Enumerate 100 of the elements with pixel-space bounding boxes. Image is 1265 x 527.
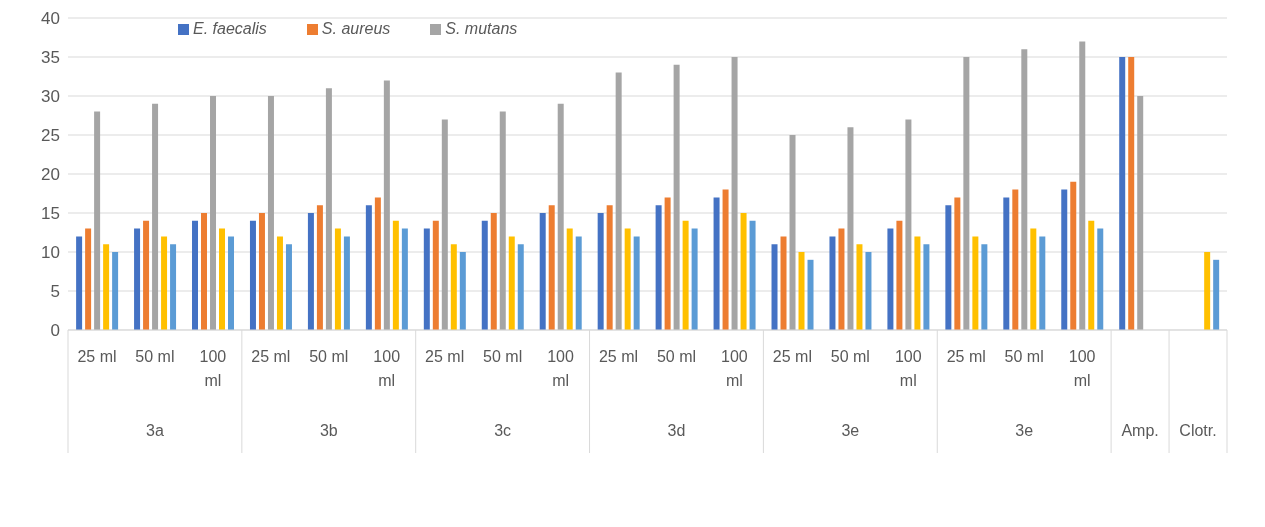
x-tick-label: 50 ml: [656, 348, 697, 365]
bar: [134, 228, 141, 330]
bar: [258, 213, 265, 330]
bar: [481, 220, 488, 330]
bar: [423, 228, 430, 330]
x-tick-label: 100 ml: [721, 348, 748, 389]
bar: [374, 197, 381, 330]
bar: [606, 205, 613, 330]
bar: [807, 259, 814, 330]
bar: [85, 228, 92, 330]
bar: [441, 119, 448, 330]
bar: [1213, 259, 1220, 330]
bar: [945, 205, 952, 330]
bar: [219, 228, 226, 330]
bar: [1012, 189, 1019, 330]
bar: [383, 80, 390, 330]
bar: [731, 57, 738, 330]
bar: [624, 228, 631, 330]
bar: [856, 244, 863, 330]
bar: [325, 88, 332, 330]
bar: [575, 236, 582, 330]
bar: [334, 228, 341, 330]
bar: [682, 220, 689, 330]
bar: [94, 111, 101, 330]
bar: [249, 220, 256, 330]
text: 3a: [146, 422, 164, 439]
text: Amp.: [1121, 422, 1159, 439]
bar: [847, 127, 854, 330]
x-tick-label: 25 ml: [772, 348, 812, 365]
legend-label: E. faecalis: [192, 20, 267, 38]
bar: [713, 197, 720, 330]
bar: [749, 220, 756, 330]
x-tick-label: 50 ml: [1004, 348, 1044, 365]
bar: [192, 220, 199, 330]
x-tick-label: 100 ml: [894, 348, 922, 389]
bar: [838, 228, 845, 330]
bar: [1137, 96, 1144, 330]
bar: [210, 96, 217, 330]
bar: [201, 213, 208, 330]
bar: [103, 244, 110, 330]
bar: [459, 252, 466, 330]
bar: [1021, 49, 1028, 330]
bar: [490, 213, 497, 330]
bar: [539, 213, 546, 330]
y-tick-label: 25: [41, 126, 60, 146]
bar: [566, 228, 573, 330]
x-tick-label: 50 ml: [830, 348, 870, 365]
bar: [798, 252, 805, 330]
x-tick-label: 100 ml: [547, 348, 575, 389]
legend-label: S. aureus: [320, 20, 391, 38]
bar: [597, 213, 604, 330]
bar: [1003, 197, 1010, 330]
bar: [1039, 236, 1046, 330]
bar: [1061, 189, 1068, 330]
bar: [152, 103, 159, 330]
x-tick-label: 25 ml: [251, 348, 291, 365]
bar: [963, 57, 970, 330]
bar: [143, 220, 150, 330]
bar: [615, 72, 622, 330]
bar: [655, 205, 662, 330]
bar: [789, 135, 796, 330]
bar: [673, 64, 680, 330]
bar: [923, 244, 930, 330]
bar: [499, 111, 506, 330]
text: 3d: [667, 422, 686, 439]
bar: [228, 236, 235, 330]
bar: [343, 236, 350, 330]
text: 3e: [1015, 422, 1034, 439]
legend-label: S. mutans: [444, 20, 518, 38]
bar: [954, 197, 961, 330]
bar: [829, 236, 836, 330]
bar: [1204, 252, 1211, 330]
bar: [865, 252, 872, 330]
x-tick-label: 50 ml: [309, 348, 349, 365]
bar: [664, 197, 671, 330]
bar: [307, 213, 314, 330]
bar: [285, 244, 292, 330]
text: 3b: [319, 422, 338, 439]
y-tick-label: 30: [41, 87, 60, 107]
bar: [887, 228, 894, 330]
y-tick-label: 10: [41, 243, 60, 263]
bar: [557, 103, 564, 330]
x-tick-label: 25 ml: [946, 348, 986, 365]
bar: [771, 244, 778, 330]
bar: [1088, 220, 1095, 330]
y-tick-label: 35: [41, 48, 60, 68]
x-tick-label: 25 ml: [598, 348, 639, 365]
bar: [432, 220, 439, 330]
x-tick-label: 100 ml: [1068, 348, 1096, 389]
bar: [276, 236, 283, 330]
y-tick-label: 40: [41, 9, 60, 29]
y-tick-label: 5: [50, 282, 60, 302]
bar: [722, 189, 729, 330]
bar: [170, 244, 177, 330]
bar: [740, 213, 747, 330]
bar: [1030, 228, 1037, 330]
bar: [316, 205, 323, 330]
x-tick-label: 50 ml: [483, 348, 523, 365]
bar: [981, 244, 988, 330]
bar: [112, 252, 119, 330]
